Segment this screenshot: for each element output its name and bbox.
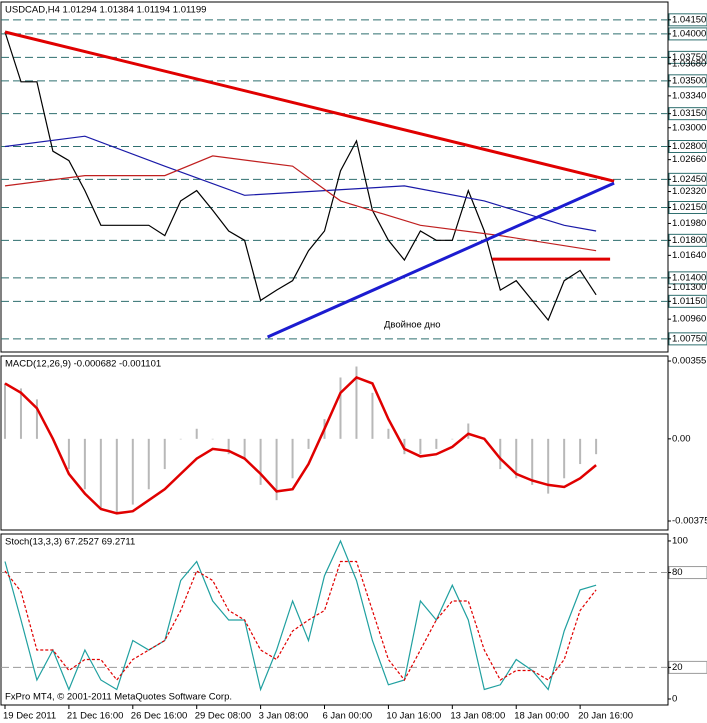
y-tick-label: 1.02660: [672, 154, 706, 165]
series-line: [4, 155, 597, 252]
panel-frame: [0, 1, 669, 353]
y-tick-label: 1.02150: [672, 202, 706, 213]
series-line: [4, 31, 597, 322]
histogram-bar: [259, 438, 262, 485]
y-tick-label: 1.01400: [672, 272, 706, 283]
series-line: [4, 376, 597, 515]
histogram-bar: [99, 438, 102, 509]
y-tick-label: 1.03500: [672, 75, 706, 86]
x-tick-label: 21 Dec 16:00: [67, 711, 124, 722]
histogram-bar: [211, 438, 214, 440]
panel-frame: [0, 533, 669, 706]
x-tick-label: 3 Jan 08:00: [259, 711, 309, 722]
y-tick-label: 1.03340: [672, 90, 706, 101]
histogram-bar: [451, 438, 454, 440]
copyright: FxPro MT4, © 2001-2011 MetaQuotes Softwa…: [5, 692, 232, 703]
panel-title: Stoch(13,3,3) 67.2527 69.2711: [5, 537, 135, 548]
y-tick-label: 1.01980: [672, 218, 706, 229]
y-tick-label: 1.04000: [672, 28, 706, 39]
histogram-bar: [179, 438, 182, 440]
y-tick-label: 100: [672, 535, 688, 546]
y-tick-label: 0: [672, 694, 677, 705]
y-tick-label: 1.03750: [672, 52, 706, 63]
y-tick-label: -0.00375: [672, 516, 707, 527]
histogram-bar: [595, 438, 598, 455]
histogram-bar: [419, 438, 422, 455]
histogram-bar: [131, 438, 134, 505]
histogram-bar: [515, 438, 518, 479]
histogram-bar: [547, 438, 550, 494]
y-tick-label: 1.02450: [672, 174, 706, 185]
histogram-bar: [355, 366, 358, 439]
histogram-bar: [275, 438, 278, 501]
trendline: [4, 30, 615, 183]
x-tick-label: 26 Dec 16:00: [131, 711, 188, 722]
y-tick-label: 1.00750: [672, 333, 706, 344]
y-tick-label: 1.04150: [672, 14, 706, 25]
y-tick-label: 1.00960: [672, 314, 706, 325]
x-tick-label: 19 Dec 2011: [3, 711, 56, 722]
panel-title: MACD(12,26,9) -0.000682 -0.001101: [5, 359, 161, 370]
x-tick-label: 20 Jan 16:00: [578, 711, 633, 722]
y-tick-label: 0.00355: [672, 356, 706, 367]
x-tick-label: 6 Jan 00:00: [323, 711, 373, 722]
histogram-bar: [307, 438, 310, 449]
x-tick-label: 10 Jan 16:00: [386, 711, 441, 722]
panel-title: USDCAD,H4 1.01294 1.01384 1.01194 1.0119…: [5, 5, 206, 16]
histogram-bar: [83, 438, 86, 490]
histogram-bar: [35, 399, 38, 439]
annotation: Двойное дно: [384, 320, 441, 331]
y-tick-label: 1.01640: [672, 250, 706, 261]
histogram-bar: [499, 438, 502, 470]
histogram-bar: [227, 438, 230, 455]
y-tick-label: 20: [672, 662, 683, 673]
y-tick-label: 1.02320: [672, 186, 706, 197]
histogram-bar: [563, 438, 566, 479]
histogram-bar: [147, 438, 150, 490]
y-tick-label: 1.03150: [672, 108, 706, 119]
histogram-bar: [163, 438, 166, 470]
histogram-bar: [67, 438, 70, 470]
trendline: [266, 181, 615, 339]
x-tick-label: 13 Jan 08:00: [450, 711, 505, 722]
y-tick-label: 1.02800: [672, 141, 706, 152]
histogram-bar: [243, 438, 246, 459]
x-tick-label: 18 Jan 00:00: [514, 711, 569, 722]
histogram-bar: [371, 392, 374, 439]
y-tick-label: 80: [672, 567, 683, 578]
y-tick-label: 0.00: [672, 433, 691, 444]
series-line: [4, 539, 597, 692]
histogram-bar: [291, 438, 294, 479]
y-tick-label: 1.01800: [672, 235, 706, 246]
y-tick-label: 1.01300: [672, 282, 706, 293]
histogram-bar: [435, 438, 438, 449]
y-tick-label: 1.03000: [672, 122, 706, 133]
y-tick-label: 1.03680: [672, 58, 706, 69]
histogram-bar: [387, 428, 390, 439]
histogram-bar: [19, 388, 22, 439]
panel-frame: [0, 355, 669, 531]
histogram-bar: [467, 423, 470, 439]
histogram-bar: [195, 428, 198, 439]
y-tick-label: 1.01150: [672, 296, 706, 307]
histogram-bar: [339, 377, 342, 439]
series-line: [4, 560, 597, 682]
histogram-bar: [115, 438, 118, 514]
x-tick-label: 29 Dec 08:00: [195, 711, 252, 722]
histogram-bar: [3, 383, 6, 439]
histogram-bar: [579, 438, 582, 465]
histogram-bar: [531, 438, 534, 485]
